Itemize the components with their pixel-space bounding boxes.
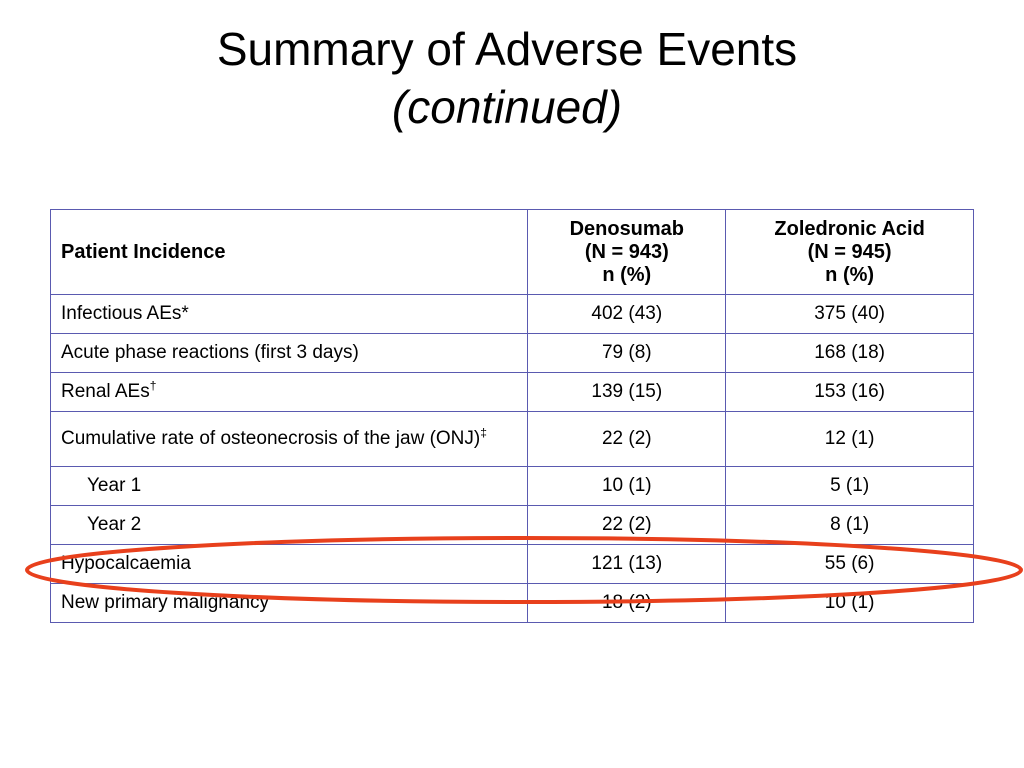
header-zoledronic-acid: Zoledronic Acid (N = 945) n (%) xyxy=(725,209,974,295)
header-zoledronic-n: (N = 945) xyxy=(807,240,892,263)
row-zoledronic-value: 375 (40) xyxy=(725,294,974,334)
header-denosumab-unit: n (%) xyxy=(602,263,652,286)
adverse-events-table: Patient Incidence Denosumab (N = 943) n … xyxy=(49,209,974,623)
row-label: Acute phase reactions (first 3 days) xyxy=(49,333,529,373)
title-subtitle: (continued) xyxy=(391,81,623,133)
row-denosumab-value: 10 (1) xyxy=(527,466,727,506)
table-row: Acute phase reactions (first 3 days) 79 … xyxy=(49,333,974,373)
header-zoledronic-name: Zoledronic Acid xyxy=(774,217,925,240)
header-patient-incidence: Patient Incidence xyxy=(49,209,529,295)
footnote-mark: ‡ xyxy=(480,425,487,440)
table-row: Cumulative rate of osteonecrosis of the … xyxy=(49,411,974,467)
row-denosumab-value: 121 (13) xyxy=(527,544,727,584)
row-denosumab-value: 18 (2) xyxy=(527,583,727,623)
row-denosumab-value: 22 (2) xyxy=(527,505,727,545)
row-label: Year 2 xyxy=(49,505,529,545)
row-label: Renal AEs† xyxy=(49,372,529,412)
row-zoledronic-value: 168 (18) xyxy=(725,333,974,373)
row-label: Cumulative rate of osteonecrosis of the … xyxy=(49,411,529,467)
table-row: Renal AEs† 139 (15) 153 (16) xyxy=(49,372,974,412)
row-denosumab-value: 139 (15) xyxy=(527,372,727,412)
row-denosumab-value: 402 (43) xyxy=(527,294,727,334)
table-row: Infectious AEs* 402 (43) 375 (40) xyxy=(49,294,974,334)
table-row: Year 2 22 (2) 8 (1) xyxy=(49,505,974,545)
row-zoledronic-value: 10 (1) xyxy=(725,583,974,623)
row-denosumab-value: 79 (8) xyxy=(527,333,727,373)
header-zoledronic-unit: n (%) xyxy=(825,263,875,286)
footnote-mark: † xyxy=(149,378,157,393)
title-text: Summary of Adverse Events xyxy=(216,23,798,75)
table-row: Year 1 10 (1) 5 (1) xyxy=(49,466,974,506)
table-row: New primary malignancy 18 (2) 10 (1) xyxy=(49,583,974,623)
row-zoledronic-value: 55 (6) xyxy=(725,544,974,584)
row-label: Hypocalcaemia xyxy=(49,544,529,584)
row-zoledronic-value: 5 (1) xyxy=(725,466,974,506)
row-zoledronic-value: 153 (16) xyxy=(725,372,974,412)
row-label: New primary malignancy xyxy=(49,583,529,623)
header-denosumab: Denosumab (N = 943) n (%) xyxy=(527,209,727,295)
row-zoledronic-value: 8 (1) xyxy=(725,505,974,545)
header-denosumab-n: (N = 943) xyxy=(584,240,669,263)
table-header-row: Patient Incidence Denosumab (N = 943) n … xyxy=(49,209,974,295)
row-zoledronic-value: 12 (1) xyxy=(725,411,974,467)
slide-title: Summary of Adverse Events (continued) xyxy=(0,20,1014,136)
header-denosumab-name: Denosumab xyxy=(569,217,685,240)
table-row-highlighted: Hypocalcaemia 121 (13) 55 (6) xyxy=(49,544,974,584)
row-label: Infectious AEs* xyxy=(49,294,529,334)
row-label: Year 1 xyxy=(49,466,529,506)
row-denosumab-value: 22 (2) xyxy=(527,411,727,467)
